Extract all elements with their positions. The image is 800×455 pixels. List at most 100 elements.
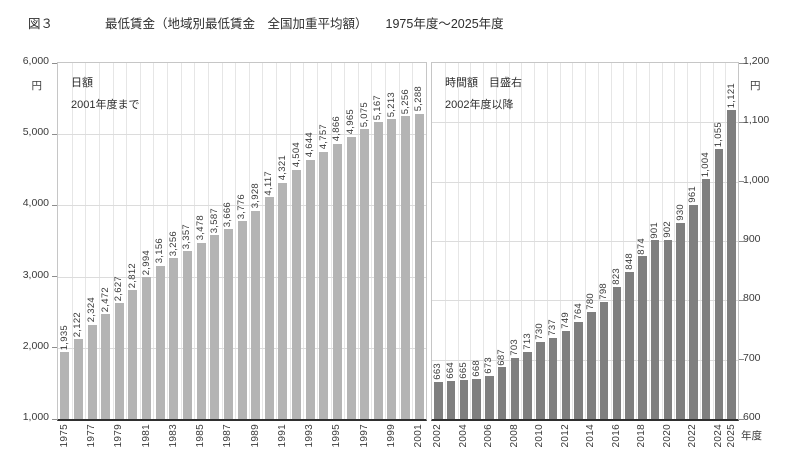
vertical-gridline <box>194 63 196 419</box>
x-axis-label: 1985 <box>195 424 207 448</box>
y-axis-label: 1,100 <box>743 114 770 127</box>
bar-value-label: 2,324 <box>86 297 98 323</box>
bar-2010 <box>536 341 545 419</box>
vertical-gridline <box>248 63 250 419</box>
vertical-gridline <box>262 63 264 419</box>
bar-1980 <box>128 290 138 419</box>
horizontal-gridline <box>432 181 738 183</box>
bar-value-label: 713 <box>521 333 533 350</box>
bar-1991 <box>278 182 288 419</box>
bar-value-label: 4,321 <box>276 155 288 181</box>
x-axis-label: 1997 <box>358 424 370 448</box>
bar-2004 <box>459 380 469 419</box>
bar-1998 <box>373 122 383 419</box>
bar-value-label: 737 <box>547 318 559 336</box>
y-axis-label: 1,000 <box>743 173 770 186</box>
vertical-gridline <box>126 63 128 419</box>
bar-value-label: 2,627 <box>113 275 125 302</box>
bar-1996 <box>346 136 356 419</box>
bar-value-label: 780 <box>585 293 597 311</box>
x-axis-label: 1993 <box>304 424 316 448</box>
y-axis-label: 1,200 <box>743 55 770 67</box>
bar-1977 <box>87 324 97 419</box>
bar-1982 <box>155 265 165 419</box>
vertical-gridline <box>316 63 318 419</box>
bar-value-label: 3,587 <box>208 207 220 233</box>
y-axis-tick <box>52 347 57 349</box>
y-axis-tick <box>52 276 57 278</box>
bar-value-label: 764 <box>572 302 584 320</box>
vertical-gridline <box>412 63 414 419</box>
bar-2006 <box>485 375 494 419</box>
daily-panel-caption: 日額 2001年度まで <box>71 72 139 116</box>
hourly-panel-title: 時間額 目盛右 <box>445 77 522 89</box>
bar-2022 <box>689 204 698 419</box>
vertical-gridline <box>71 63 73 419</box>
bar-2000 <box>401 115 411 419</box>
bar-value-label: 1,935 <box>58 325 70 351</box>
bar-value-label: 3,156 <box>154 238 166 264</box>
hourly-panel-subtitle: 2002年度以降 <box>445 99 514 111</box>
bar-value-label: 4,965 <box>345 109 357 135</box>
vertical-gridline <box>357 63 359 419</box>
bar-2003 <box>446 381 456 419</box>
x-axis-label: 2012 <box>559 424 571 448</box>
bar-value-label: 4,504 <box>290 142 302 168</box>
x-axis-label: 1977 <box>86 424 98 448</box>
y-axis-tick <box>52 418 57 420</box>
bar-2013 <box>574 321 583 419</box>
y-axis-label: 5,000 <box>22 126 49 139</box>
bar-1975 <box>60 352 70 419</box>
bar-value-label: 2,472 <box>99 286 111 313</box>
vertical-gridline <box>221 63 223 419</box>
bar-2016 <box>612 286 622 419</box>
vertical-gridline <box>153 63 155 419</box>
bar-2001 <box>414 113 424 419</box>
bar-value-label: 798 <box>598 282 610 300</box>
x-axis-label: 2010 <box>534 424 546 448</box>
y-axis-label: 900 <box>743 233 761 245</box>
vertical-gridline <box>85 63 87 419</box>
horizontal-gridline <box>58 134 426 136</box>
bar-1986 <box>210 234 220 419</box>
x-axis-label: 1983 <box>167 424 179 448</box>
bar-2005 <box>472 378 481 419</box>
bar-value-label: 665 <box>457 361 469 379</box>
x-axis-label: 2014 <box>585 424 597 448</box>
bar-value-label: 3,478 <box>195 215 207 241</box>
bar-1993 <box>305 159 315 419</box>
y-axis-label: 600 <box>743 411 761 423</box>
bar-1995 <box>332 143 342 419</box>
bar-2014 <box>587 312 596 419</box>
bar-2012 <box>561 330 571 419</box>
y-axis-label: 700 <box>743 351 761 364</box>
bar-value-label: 848 <box>623 253 635 270</box>
bar-value-label: 2,994 <box>140 249 152 276</box>
vertical-gridline <box>303 63 305 419</box>
x-axis-label: 1975 <box>58 424 70 448</box>
bar-value-label: 663 <box>432 362 444 380</box>
bar-value-label: 673 <box>483 356 495 374</box>
figure-title: 図３ 最低賃金（地域別最低賃金 全国加重平均額） 1975年度～2025年度 <box>28 13 504 32</box>
bar-1983 <box>169 258 179 419</box>
bar-value-label: 961 <box>687 186 699 203</box>
bar-2024 <box>714 149 724 419</box>
bar-2020 <box>663 239 673 419</box>
vertical-gridline <box>235 63 237 419</box>
x-axis-label: 2004 <box>457 424 469 448</box>
hourly-amount-chart-panel: 時間額 目盛右 2002年度以降 663 664 665 668 673 687 703 71… <box>431 62 744 447</box>
bar-1981 <box>142 277 152 419</box>
y-axis-label: 6,000 <box>22 55 49 67</box>
bar-1997 <box>360 128 370 419</box>
horizontal-gridline <box>432 122 738 124</box>
figure-title-text: 最低賃金（地域別最低賃金 全国加重平均額） <box>105 17 368 31</box>
x-axis-label: 2022 <box>687 424 699 448</box>
bar-2019 <box>650 240 660 419</box>
bar-value-label: 687 <box>496 348 508 366</box>
y-axis-unit: 円 <box>750 80 761 92</box>
x-axis-label: 2002 <box>432 424 444 448</box>
figure-period: 1975年度～2025年度 <box>385 17 504 31</box>
vertical-gridline <box>98 63 100 419</box>
bar-1988 <box>237 221 247 419</box>
